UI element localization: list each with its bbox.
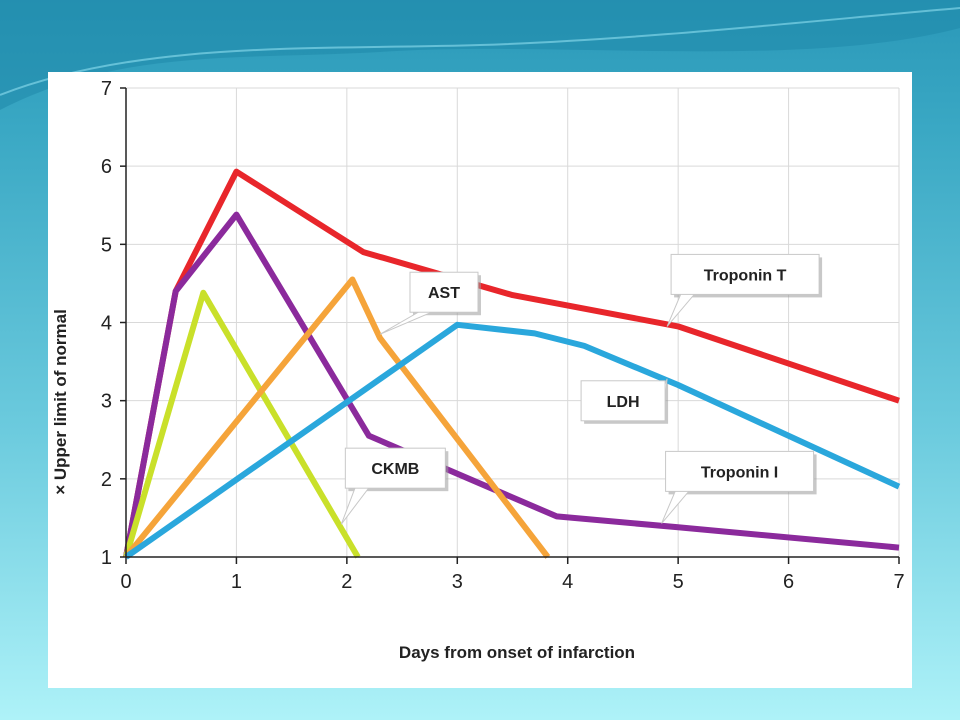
x-tick-label: 3 xyxy=(452,571,463,593)
y-axis-title: × Upper limit of normal xyxy=(51,309,70,495)
callout-pointer xyxy=(340,486,371,525)
x-tick-label: 2 xyxy=(341,571,352,593)
callout-layer: AST Troponin T LDH CKMB Troponin I xyxy=(340,253,823,525)
y-tick-label: 2 xyxy=(101,469,112,491)
callout-box xyxy=(409,271,479,313)
callout-box xyxy=(344,447,446,489)
series-line-ckmb xyxy=(123,289,361,559)
callout-pointer xyxy=(666,292,697,327)
callout-pointer xyxy=(661,489,691,524)
callout-label: CKMB xyxy=(371,461,419,478)
series-layer xyxy=(123,168,901,560)
y-tick-label: 7 xyxy=(101,78,112,100)
x-axis-title: Days from onset of infarction xyxy=(399,643,635,662)
callout-label: LDH xyxy=(607,394,640,411)
callout-box xyxy=(665,450,815,492)
x-tick-label: 7 xyxy=(893,571,904,593)
y-tick-label: 4 xyxy=(101,313,112,335)
callout-box xyxy=(670,253,820,295)
y-tick-label: 3 xyxy=(101,391,112,413)
y-tick-label: 1 xyxy=(101,547,112,569)
callout-troponin-i: Troponin I xyxy=(661,450,817,524)
callout-label: AST xyxy=(428,285,460,302)
callout-ast: AST xyxy=(379,271,481,335)
slide-wave-decoration xyxy=(0,0,960,110)
y-tick-label: 5 xyxy=(101,234,112,256)
x-tick-label: 0 xyxy=(120,571,131,593)
callout-ckmb: CKMB xyxy=(340,447,449,525)
callout-box xyxy=(580,380,666,422)
series-line-ldh xyxy=(124,321,901,560)
x-tick-label: 5 xyxy=(673,571,684,593)
x-tick-label: 4 xyxy=(562,571,573,593)
callout-ldh: LDH xyxy=(580,378,669,424)
callout-label: Troponin I xyxy=(701,464,778,481)
series-line-ast xyxy=(123,276,551,559)
callout-label: Troponin T xyxy=(704,267,787,284)
x-tick-label: 6 xyxy=(783,571,794,593)
callout-troponin-t: Troponin T xyxy=(666,253,823,327)
slide-wave-highlight xyxy=(0,7,960,96)
y-tick-label: 6 xyxy=(101,156,112,178)
x-tick-label: 1 xyxy=(231,571,242,593)
series-line-troponin-i xyxy=(123,211,900,558)
